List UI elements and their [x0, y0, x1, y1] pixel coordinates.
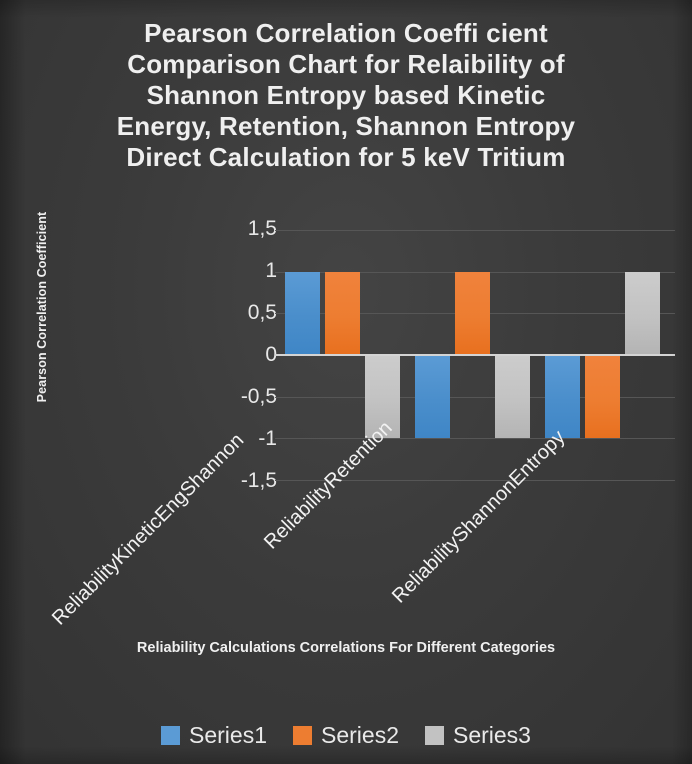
legend-label-series1: Series1 — [189, 722, 267, 748]
y-tick-label-0-5: 0,5 — [247, 301, 277, 324]
bar-series1-cat1[interactable] — [285, 272, 320, 354]
bar-series2-cat3[interactable] — [585, 356, 620, 438]
legend-swatch-series2 — [293, 726, 312, 745]
zero-baseline — [275, 354, 675, 356]
legend-swatch-series1 — [161, 726, 181, 745]
y-tick-label-minus-1: -1 — [258, 427, 277, 450]
bar-series1-cat3[interactable] — [545, 356, 580, 438]
y-tick-label-minus-0-5: -0,5 — [240, 385, 277, 408]
y-axis-title: Pearson Correlation Coefficient — [35, 211, 49, 403]
legend-label-series2: Series2 — [321, 722, 399, 748]
chart-legend: Series1 Series2 Series3 — [0, 722, 692, 749]
gridline-minus-0-5 — [275, 397, 675, 398]
y-tick-label-0: 0 — [265, 343, 277, 366]
y-tick-label-minus-1-5: -1,5 — [240, 469, 277, 492]
y-tick-label-1-5: 1,5 — [247, 217, 277, 240]
legend-swatch-series3 — [424, 726, 444, 745]
bar-series3-cat3[interactable] — [625, 272, 660, 354]
y-tick-label-1: 1 — [265, 259, 277, 282]
bar-series3-cat2[interactable] — [495, 356, 530, 438]
gridline-minus-1-5 — [275, 480, 675, 481]
legend-item-series3[interactable]: Series3 — [424, 722, 531, 749]
chart-title: Pearson Correlation Coeffi cient Compari… — [116, 18, 576, 172]
legend-item-series2[interactable]: Series2 — [293, 722, 399, 749]
bar-series1-cat2[interactable] — [415, 356, 450, 438]
x-axis-title: Reliability Calculations Correlations Fo… — [136, 640, 556, 656]
legend-label-series3: Series3 — [452, 722, 531, 748]
bar-series3-cat1[interactable] — [365, 356, 400, 438]
gridline-1-5 — [275, 230, 675, 231]
bar-series2-cat1[interactable] — [325, 272, 360, 354]
plot-area — [275, 230, 675, 481]
legend-item-series1[interactable]: Series1 — [161, 722, 267, 749]
category-label-1: ReliabilityKineticEngShannon — [48, 429, 249, 630]
bar-series2-cat2[interactable] — [455, 272, 490, 354]
gridline-minus-1 — [275, 438, 675, 439]
